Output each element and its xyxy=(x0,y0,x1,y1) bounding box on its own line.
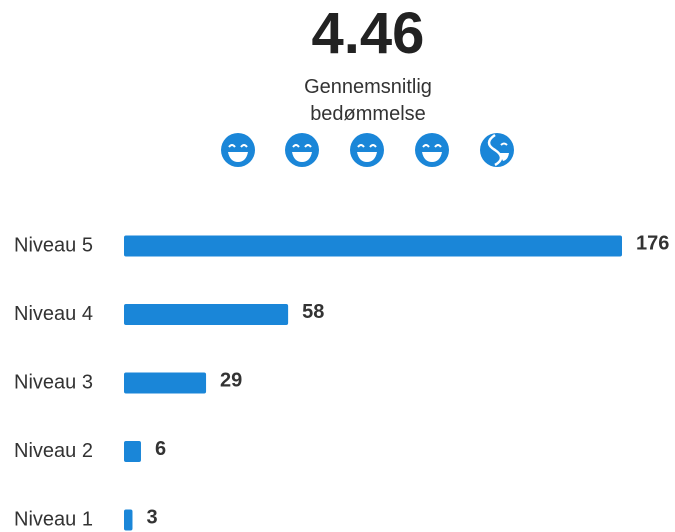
category-label: Niveau 1 xyxy=(14,508,93,530)
bar xyxy=(124,235,622,257)
value-label: 6 xyxy=(155,438,166,460)
smiley-icon xyxy=(415,133,449,167)
smiley-icon xyxy=(221,133,255,167)
value-label: 176 xyxy=(636,232,669,254)
smiley-icon xyxy=(350,133,384,167)
category-label: Niveau 4 xyxy=(14,303,93,325)
bar xyxy=(124,304,289,325)
bar xyxy=(124,441,141,462)
value-label: 58 xyxy=(302,301,324,323)
bar xyxy=(124,509,133,531)
rating-caption: Gennemsnitlig bedømmelse xyxy=(304,76,432,125)
partial-smiley-icon xyxy=(480,133,514,167)
category-label: Niveau 3 xyxy=(14,371,93,393)
value-label: 3 xyxy=(146,506,157,528)
smiley-icon xyxy=(285,133,319,167)
category-label: Niveau 2 xyxy=(14,440,93,462)
average-rating: 4.46 xyxy=(311,1,425,66)
category-label: Niveau 5 xyxy=(14,234,93,256)
value-label: 29 xyxy=(220,369,242,391)
bar xyxy=(124,372,207,394)
rating-icons xyxy=(221,133,514,167)
